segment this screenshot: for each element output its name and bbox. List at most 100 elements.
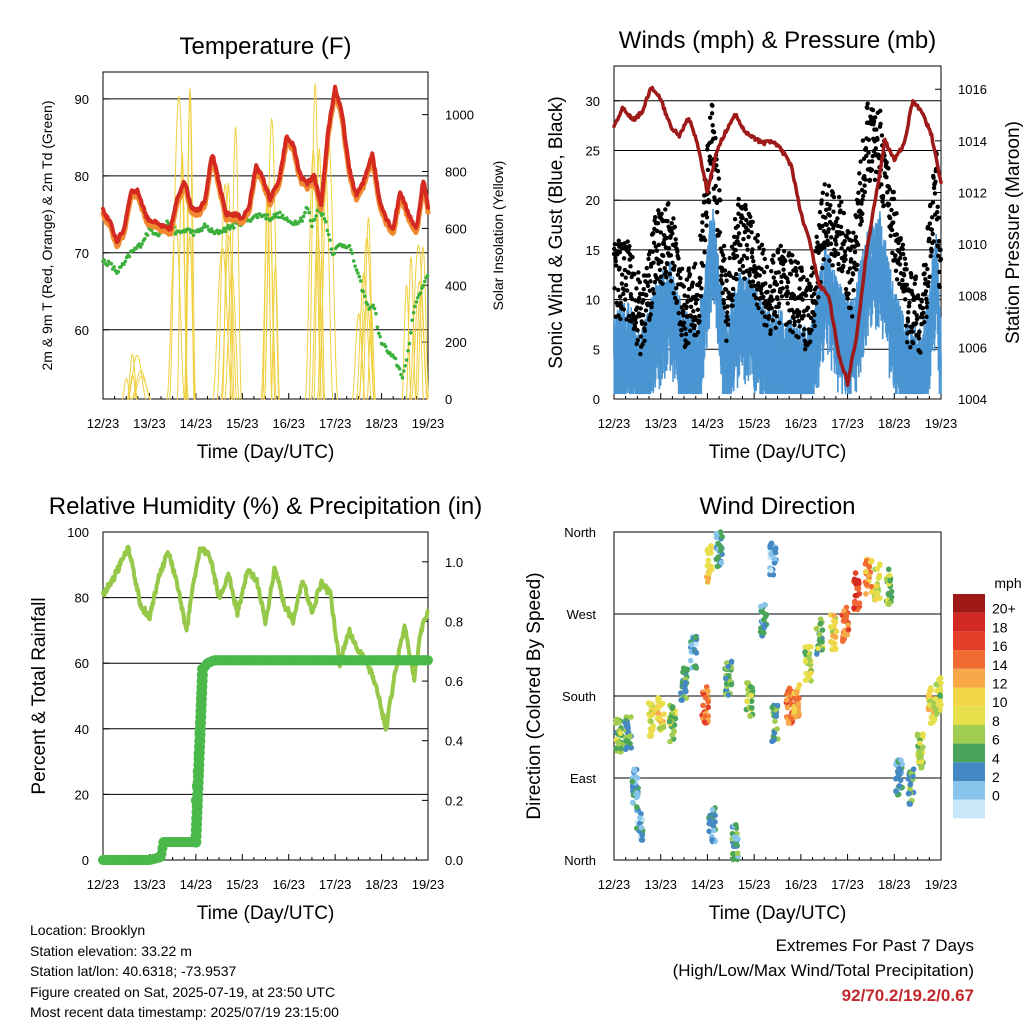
dewpoint-point bbox=[140, 242, 144, 246]
gust-point bbox=[717, 230, 723, 235]
dewpoint-point bbox=[264, 216, 268, 221]
dewpoint-point bbox=[201, 225, 206, 230]
gust-point bbox=[790, 329, 796, 335]
gust-point bbox=[848, 305, 853, 311]
direction-point bbox=[689, 642, 695, 648]
direction-point bbox=[802, 644, 809, 650]
gust-point bbox=[632, 324, 638, 330]
legend-swatch bbox=[953, 706, 985, 725]
dewpoint-point bbox=[322, 217, 327, 221]
x-tick-label: 14/23 bbox=[691, 877, 724, 892]
direction-point bbox=[934, 687, 940, 694]
gust-point bbox=[669, 221, 674, 226]
gust-point bbox=[846, 230, 852, 235]
direction-point bbox=[771, 560, 778, 566]
direction-point bbox=[831, 612, 837, 619]
gust-point bbox=[654, 228, 660, 234]
dewpoint-point bbox=[356, 271, 360, 275]
gust-point bbox=[855, 262, 860, 268]
gust-point bbox=[682, 326, 688, 331]
dewpoint-point bbox=[329, 247, 334, 251]
gust-point bbox=[890, 220, 896, 225]
gust-point bbox=[655, 220, 661, 226]
dewpoint-point bbox=[200, 228, 204, 233]
dewpoint-point bbox=[298, 216, 303, 220]
direction-point bbox=[813, 651, 820, 657]
direction-point bbox=[733, 841, 739, 848]
direction-point bbox=[767, 542, 774, 549]
gust-point bbox=[804, 277, 810, 283]
direction-point bbox=[793, 689, 800, 696]
direction-point bbox=[703, 684, 710, 690]
gust-point bbox=[881, 203, 887, 208]
direction-point bbox=[628, 714, 634, 720]
gust-point bbox=[706, 199, 712, 205]
direction-point bbox=[761, 624, 768, 631]
gust-point bbox=[664, 275, 669, 280]
direction-point bbox=[634, 775, 641, 781]
dewpoint-point bbox=[315, 208, 320, 213]
panel-3: Relative Humidity (%) & Precipitation (i… bbox=[29, 493, 482, 924]
gust-point bbox=[910, 340, 916, 346]
direction-point bbox=[692, 634, 699, 641]
y-tick-label: 80 bbox=[75, 169, 89, 184]
gust-point bbox=[735, 235, 740, 240]
gust-point bbox=[673, 237, 678, 242]
direction-point bbox=[772, 718, 778, 724]
x-tick-label: 19/23 bbox=[925, 416, 958, 431]
gust-point bbox=[630, 254, 635, 260]
direction-point bbox=[937, 706, 943, 713]
gust-point bbox=[843, 253, 848, 258]
gust-point bbox=[878, 108, 883, 114]
legend-label: 0 bbox=[992, 788, 1000, 804]
y2-tick-label: 1.0 bbox=[445, 555, 463, 570]
gust-point bbox=[936, 215, 941, 220]
direction-point bbox=[772, 545, 779, 552]
y2-tick-label: 1006 bbox=[958, 340, 987, 355]
gust-point bbox=[857, 181, 863, 186]
gust-point bbox=[778, 243, 783, 249]
gust-point bbox=[799, 268, 804, 274]
direction-point bbox=[852, 592, 859, 599]
gust-point bbox=[688, 304, 694, 310]
y-axis-label: Direction (Colored By Speed) bbox=[524, 572, 545, 819]
direction-point bbox=[920, 744, 926, 750]
gust-point bbox=[802, 346, 808, 352]
gust-point bbox=[839, 199, 844, 205]
x-axis-label: Time (Day/UTC) bbox=[709, 903, 847, 924]
x-tick-label: 17/23 bbox=[319, 877, 352, 892]
gust-point bbox=[649, 304, 654, 310]
y2-tick-label: 800 bbox=[445, 165, 467, 180]
dewpoint-point bbox=[116, 269, 121, 274]
direction-point bbox=[704, 562, 711, 569]
gust-point bbox=[812, 312, 817, 318]
gust-point bbox=[797, 309, 802, 315]
direction-point bbox=[933, 681, 940, 688]
gust-point bbox=[651, 291, 657, 296]
gust-point bbox=[894, 232, 900, 237]
y2-tick-label: 1004 bbox=[958, 392, 987, 407]
x-axis-label: Time (Day/UTC) bbox=[197, 903, 335, 924]
gust-point bbox=[697, 280, 703, 285]
dewpoint-point bbox=[280, 213, 285, 218]
dewpoint-point bbox=[399, 372, 403, 377]
solar-line bbox=[166, 223, 185, 400]
gust-point bbox=[860, 211, 865, 216]
legend-label: 10 bbox=[992, 694, 1008, 710]
direction-point bbox=[774, 702, 781, 709]
dewpoint-point bbox=[102, 258, 107, 263]
gust-point bbox=[686, 266, 692, 271]
rh-line bbox=[101, 544, 430, 732]
gust-point bbox=[785, 276, 790, 281]
gust-point bbox=[691, 265, 697, 270]
direction-point bbox=[874, 566, 881, 572]
gust-point bbox=[668, 253, 674, 258]
gust-point bbox=[637, 295, 642, 301]
direction-point bbox=[886, 600, 893, 606]
gust-point bbox=[675, 249, 680, 254]
y-tick-label: North bbox=[564, 525, 596, 540]
direction-point bbox=[725, 663, 732, 670]
direction-point bbox=[683, 688, 689, 695]
y2-tick-label: 1000 bbox=[445, 108, 474, 123]
gust-point bbox=[822, 182, 827, 187]
